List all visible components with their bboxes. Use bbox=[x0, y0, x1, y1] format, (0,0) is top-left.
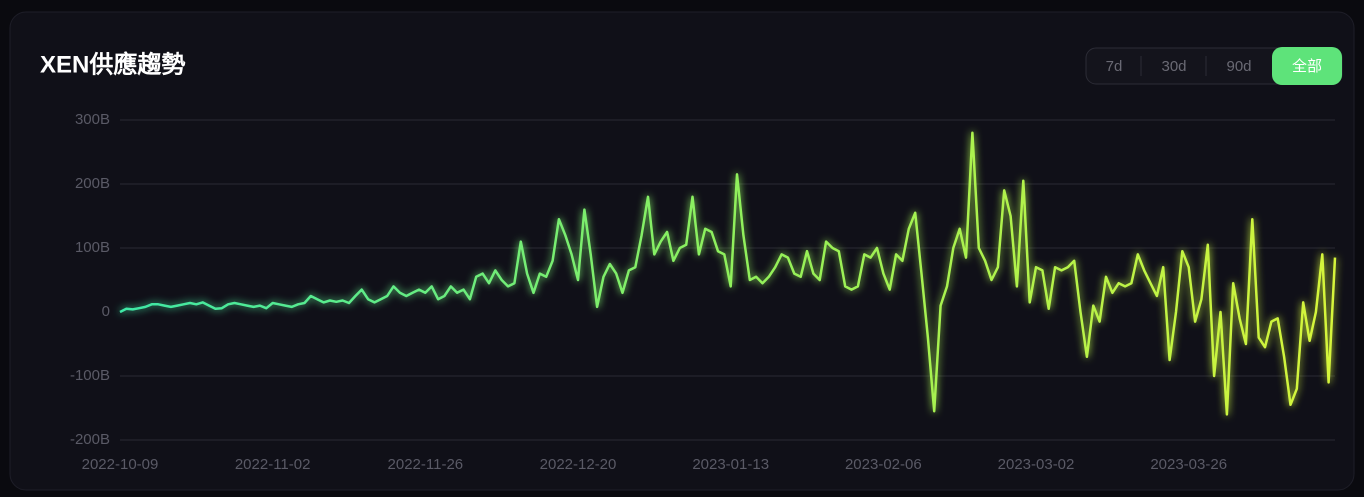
y-tick-label: 100B bbox=[75, 239, 110, 256]
y-tick-label: -200B bbox=[70, 431, 110, 448]
y-tick-label: 300B bbox=[75, 111, 110, 128]
x-tick-label: 2022-12-20 bbox=[540, 456, 617, 473]
range-button[interactable]: 全部 bbox=[1292, 57, 1322, 75]
x-tick-label: 2022-11-02 bbox=[235, 456, 311, 473]
y-tick-label: 200B bbox=[75, 175, 110, 192]
y-tick-label: 0 bbox=[102, 303, 110, 320]
x-tick-label: 2023-01-13 bbox=[692, 456, 769, 473]
x-tick-label: 2023-02-06 bbox=[845, 456, 922, 473]
x-tick-label: 2023-03-26 bbox=[1150, 456, 1227, 473]
range-button[interactable]: 30d bbox=[1161, 58, 1186, 75]
y-tick-label: -100B bbox=[70, 367, 110, 384]
x-tick-label: 2022-11-26 bbox=[388, 456, 464, 473]
range-button[interactable]: 90d bbox=[1226, 58, 1251, 75]
active-button[interactable] bbox=[1272, 47, 1342, 85]
x-tick-label: 2023-03-02 bbox=[998, 456, 1075, 473]
supply-line bbox=[119, 131, 1337, 416]
chart-title: XEN供應趨勢 bbox=[40, 50, 185, 78]
range-button[interactable]: 7d bbox=[1106, 58, 1123, 75]
card bbox=[9, 11, 1355, 491]
x-tick-label: 2022-10-09 bbox=[82, 456, 159, 473]
